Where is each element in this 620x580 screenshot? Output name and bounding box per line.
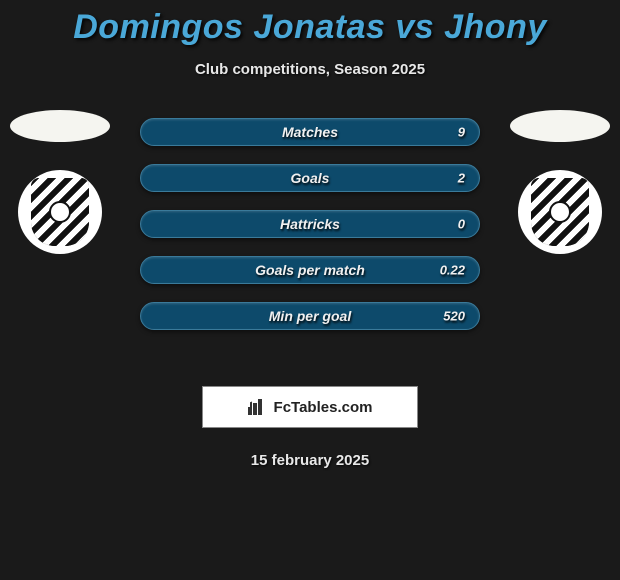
page-title: Domingos Jonatas vs Jhony [0, 0, 620, 47]
stats-list: Matches 9 Goals 2 Hattricks 0 Goals per … [140, 118, 480, 330]
stat-row-goals: Goals 2 [140, 164, 480, 192]
stat-label: Matches [282, 124, 338, 140]
player-right-column [510, 110, 610, 254]
stat-label: Hattricks [280, 216, 340, 232]
date-label: 15 february 2025 [0, 452, 620, 469]
stat-value: 9 [458, 125, 465, 140]
stat-label: Goals per match [255, 262, 365, 278]
stat-label: Goals [291, 170, 330, 186]
stat-value: 0.22 [440, 263, 465, 278]
stat-row-goals-per-match: Goals per match 0.22 [140, 256, 480, 284]
subtitle: Club competitions, Season 2025 [0, 61, 620, 78]
stat-row-matches: Matches 9 [140, 118, 480, 146]
player-left-column [10, 110, 110, 254]
comparison-panel: Matches 9 Goals 2 Hattricks 0 Goals per … [0, 118, 620, 358]
stat-row-min-per-goal: Min per goal 520 [140, 302, 480, 330]
player-right-avatar [510, 110, 610, 142]
brand-text: FcTables.com [274, 399, 373, 416]
chart-icon [248, 399, 268, 415]
player-left-avatar [10, 110, 110, 142]
brand-badge[interactable]: FcTables.com [202, 386, 418, 428]
player-right-club-badge [518, 170, 602, 254]
stat-value: 2 [458, 171, 465, 186]
stat-label: Min per goal [269, 308, 351, 324]
stat-value: 520 [443, 309, 465, 324]
player-left-club-badge [18, 170, 102, 254]
stat-row-hattricks: Hattricks 0 [140, 210, 480, 238]
stat-value: 0 [458, 217, 465, 232]
